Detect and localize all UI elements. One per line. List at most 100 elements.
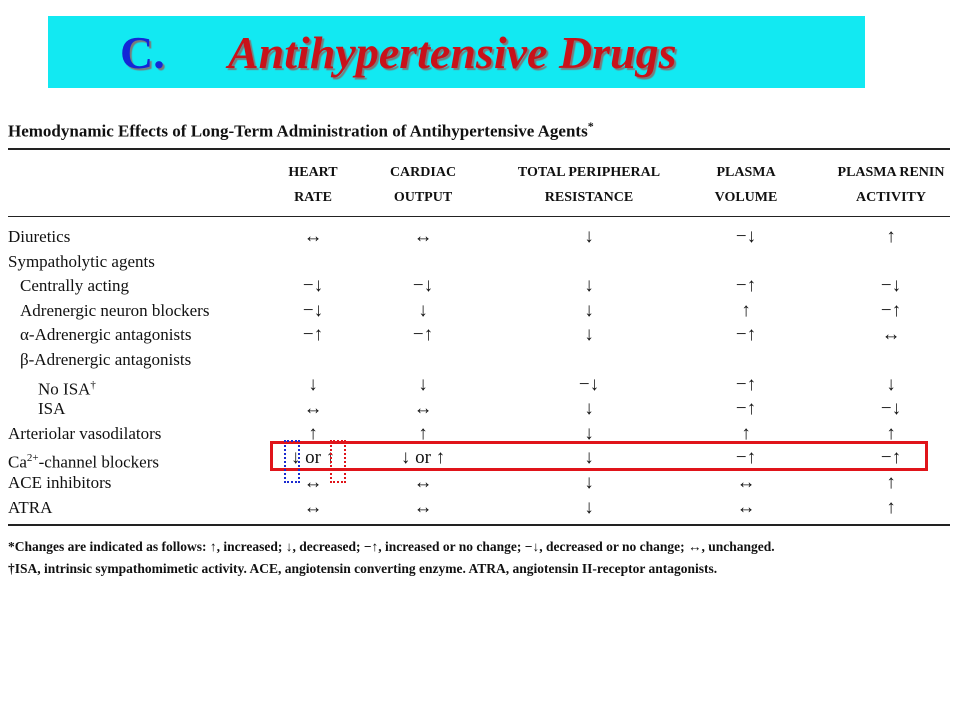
highlight-increase-marker [330,440,346,483]
column-header-line1: PLASMA [716,165,776,180]
row-label-superscript: 2+ [26,452,39,465]
column-header-line1: CARDIAC [389,165,457,180]
table-cell: ↑ [886,472,896,493]
table-cell: −↑ [880,447,902,469]
row-label: Adrenergic neuron blockers [20,299,209,323]
header-rule [8,216,950,217]
row-label: ACE inhibitors [8,471,111,495]
table-cell: −↓ [302,275,324,297]
slide-title: Antihypertensive Drugs [228,27,677,78]
table-cell: −↑ [880,299,902,321]
column-header-line2: OUTPUT [393,190,453,205]
table-cell: ↑ [741,299,751,321]
table-title: Hemodynamic Effects of Long-Term Adminis… [8,119,594,142]
table-cell: ↓ [584,496,594,518]
row-label-text: Sympatholytic agents [8,251,155,271]
table-cell: ↓ [418,373,428,395]
row-label: Ca2+-channel blockers [8,446,159,475]
row-label: β-Adrenergic antagonists [20,348,191,372]
table-cell: −↓ [412,275,434,297]
row-label: Sympatholytic agents [8,250,155,274]
column-header-line1: TOTAL PERIPHERAL [517,165,661,180]
row-label: α-Adrenergic antagonists [20,323,191,347]
table-cell: ↓ [584,398,594,420]
row-label-text: Diuretics [8,227,71,246]
row-label: ISA [38,397,65,421]
table-cell: −↓ [880,275,902,297]
section-letter: C. [120,27,165,78]
row-label: Diuretics [8,225,70,249]
table-cell: ↔ [413,398,433,420]
table-cell: ↓ [584,299,594,321]
row-label-footnote-mark: † [90,378,96,391]
row-label-rest: -channel blockers [38,453,159,473]
column-header-line2: RESISTANCE [544,190,634,205]
row-label-text: Centrally acting [20,276,130,296]
row-label: No ISA† [38,373,96,402]
row-label-text: Ca [8,453,27,473]
table-cell: ↓ or ↑ [400,447,446,469]
table-title-text: Hemodynamic Effects of Long-Term Adminis… [8,121,588,141]
column-header-line1: PLASMA RENIN [837,165,945,180]
row-label-text: ISA [38,399,66,419]
table-cell: −↓ [735,226,757,247]
table-cell: −↑ [302,324,324,346]
bottom-rule [8,524,950,526]
table-cell: ↑ [886,422,896,444]
table-cell: ↓ [584,275,594,297]
table-title-mark: * [587,119,594,133]
table-cell: ↓ or ↑ [290,447,336,469]
table-cell: ↓ [418,299,428,321]
row-label-text: Arteriolar vasodilators [8,423,162,443]
table-cell: ↓ [584,447,594,469]
table-cell: ↓ [584,422,594,444]
table-cell: −↑ [412,324,434,346]
table-cell: ↓ [308,373,318,395]
table-cell: ↓ [584,226,594,247]
footnote-abbreviations: †ISA, intrinsic sympathomimetic activity… [8,561,718,576]
table-cell: ↑ [886,496,896,518]
column-header-line2: VOLUME [714,190,778,205]
table-cell: −↓ [302,299,324,321]
row-label-text: α-Adrenergic antagonists [20,325,192,345]
table-cell: −↑ [735,398,757,420]
table-cell: −↓ [880,398,902,420]
table-cell: ↑ [741,422,751,444]
row-label-text: β-Adrenergic antagonists [20,350,192,369]
table-cell: ↑ [308,422,318,444]
row-label: ATRA [8,496,52,520]
table-cell: ↔ [736,472,756,493]
top-rule [8,148,950,150]
table-cell: −↑ [735,324,757,346]
column-header-line2: ACTIVITY [855,190,926,205]
table-cell: ↔ [303,226,323,247]
table-cell: ↔ [413,472,433,493]
table-cell: ↑ [418,422,428,444]
table-cell: ↔ [881,324,901,346]
row-label: Arteriolar vasodilators [8,422,161,446]
highlight-ca-channel-row [270,441,928,471]
footnote-legend: *Changes are indicated as follows: ↑, in… [8,539,775,554]
table-cell: −↑ [735,275,757,297]
table-cell: ↓ [584,324,594,346]
row-label-text: No ISA [38,379,91,399]
table-cell: −↑ [735,373,757,395]
table-cell: ↔ [303,398,323,420]
table-cell: −↑ [735,447,757,469]
table-cell: ↓ [886,373,896,395]
table-cell: ↓ [584,472,594,493]
column-header-line2: RATE [294,190,332,205]
table-cell: ↔ [736,496,756,518]
table-cell: ↑ [886,226,896,247]
row-label-text: ATRA [8,497,53,517]
highlight-decrease-marker [284,440,300,483]
row-label-text: Adrenergic neuron blockers [20,300,210,320]
table-cell: ↔ [303,472,323,493]
row-label: Centrally acting [20,274,129,298]
table-cell: ↔ [413,496,433,518]
title-banner: C. Antihypertensive Drugs [48,16,865,88]
table-cell: ↔ [303,496,323,518]
table-cell: ↔ [413,226,433,247]
column-header-line1: HEART [288,165,338,180]
row-label-text: ACE inhibitors [8,473,112,492]
